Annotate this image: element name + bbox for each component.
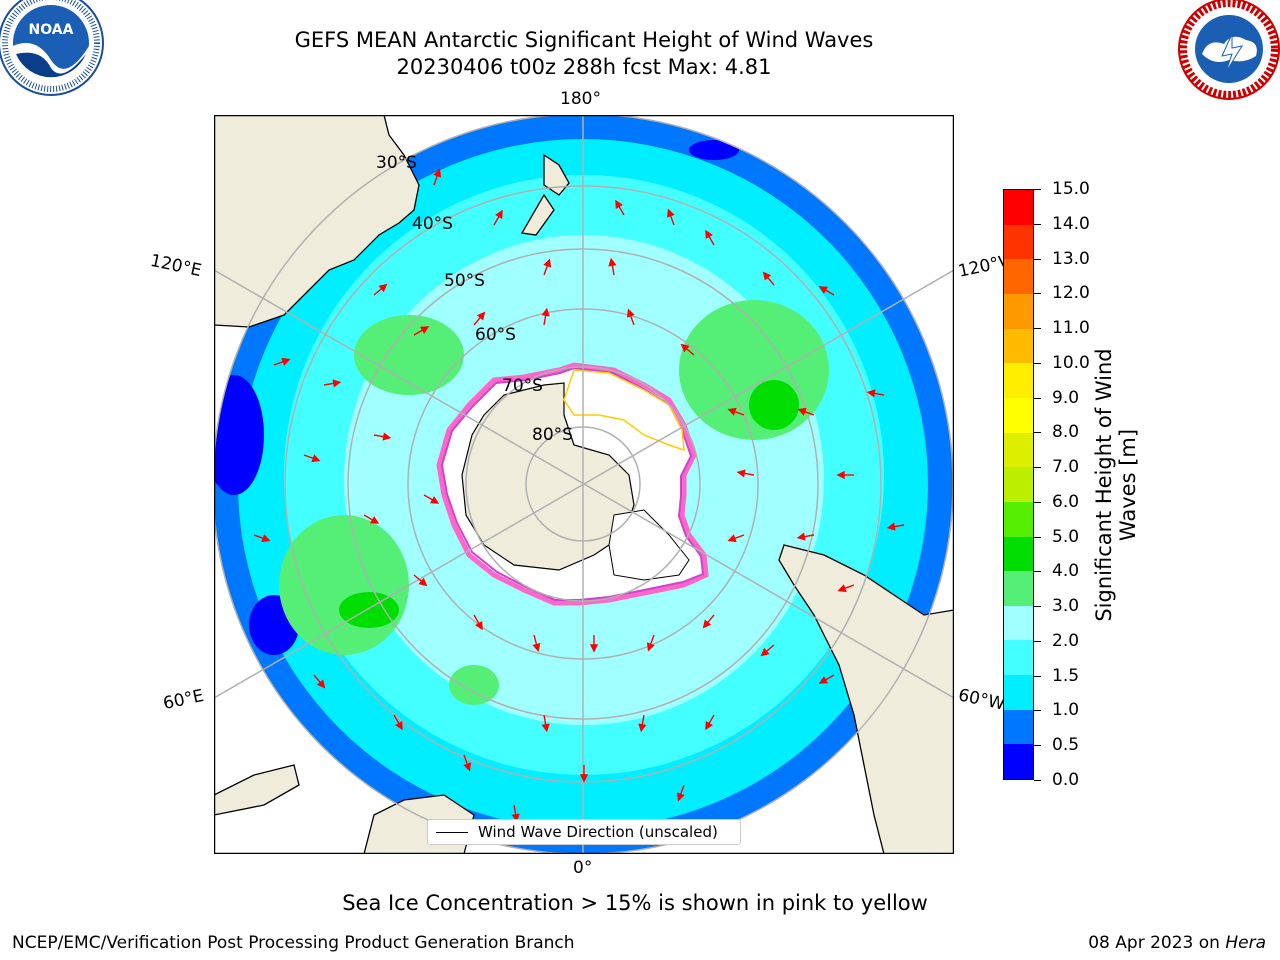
lat-label-50s: 50°S <box>444 271 485 291</box>
legend-line-icon <box>436 832 468 833</box>
colorbar-bin <box>1004 571 1033 606</box>
colorbar-bin <box>1004 605 1033 641</box>
colorbar-tick <box>1034 223 1041 225</box>
colorbar-tick-label: 9.0 <box>1052 387 1080 408</box>
colorbar-tick-label: 0.0 <box>1052 770 1080 790</box>
colorbar-tick-label: 1.5 <box>1052 665 1080 686</box>
colorbar-title: Significant Height of Wind Waves [m] <box>1092 348 1140 622</box>
colorbar-bin <box>1004 744 1033 779</box>
lat-label-60s: 60°S <box>475 325 516 345</box>
colorbar-tick <box>1034 189 1041 190</box>
colorbar-tick <box>1034 606 1041 608</box>
colorbar-tick <box>1034 501 1041 503</box>
lon-label-60e: 60°E <box>161 685 206 715</box>
colorbar-tick <box>1034 328 1041 330</box>
colorbar-tick-label: 10.0 <box>1052 352 1090 373</box>
colorbar-bin <box>1004 328 1033 364</box>
colorbar-tick-label: 7.0 <box>1052 457 1080 478</box>
lon-label-60w: 60°W <box>956 685 1007 715</box>
map-frame <box>214 115 954 854</box>
lat-label-70s: 70°S <box>502 376 543 396</box>
chart-subtitle: 20230406 t00z 288h fcst Max: 4.81 <box>396 55 772 79</box>
colorbar-tick-label: 2.0 <box>1052 630 1080 651</box>
colorbar-bin <box>1004 294 1033 329</box>
lat-label-40s: 40°S <box>412 214 453 234</box>
colorbar-tick <box>1034 536 1041 538</box>
colorbar-tick <box>1034 293 1041 295</box>
colorbar-bin <box>1004 259 1033 295</box>
lon-label-120e: 120°E <box>148 250 204 282</box>
footer-date-text: 08 Apr 2023 on <box>1088 933 1226 953</box>
caption: Sea Ice Concentration > 15% is shown in … <box>342 891 928 915</box>
colorbar-bin <box>1004 363 1033 398</box>
wave-direction-arrows <box>253 168 905 823</box>
colorbar-tick <box>1034 432 1041 434</box>
lat-label-30s: 30°S <box>376 153 417 173</box>
colorbar-bin <box>1004 432 1033 468</box>
colorbar-tick <box>1034 675 1041 677</box>
colorbar-bin <box>1004 536 1033 572</box>
colorbar-tick-label: 5.0 <box>1052 526 1080 547</box>
footer-date: 08 Apr 2023 on Hera <box>1088 933 1266 953</box>
colorbar-tick-label: 1.0 <box>1052 700 1080 721</box>
colorbar-bin <box>1004 501 1033 537</box>
colorbar-tick <box>1034 467 1041 469</box>
map-legend: Wind Wave Direction (unscaled) <box>427 819 741 845</box>
colorbar-tick-label: 0.5 <box>1052 735 1080 756</box>
colorbar-tick-label: 3.0 <box>1052 596 1080 617</box>
svg-text:NOAA: NOAA <box>29 22 74 38</box>
colorbar <box>1003 189 1034 780</box>
lat-label-80s: 80°S <box>532 425 573 445</box>
lon-label-180: 180° <box>560 89 601 109</box>
legend-label: Wind Wave Direction (unscaled) <box>478 823 718 841</box>
colorbar-bin <box>1004 224 1033 260</box>
colorbar-tick-label: 13.0 <box>1052 248 1090 269</box>
colorbar-bin <box>1004 640 1033 676</box>
colorbar-bin <box>1004 709 1033 745</box>
colorbar-bin <box>1004 467 1033 502</box>
colorbar-tick <box>1034 780 1041 781</box>
colorbar-tick <box>1034 571 1041 573</box>
colorbar-tick <box>1034 362 1041 364</box>
colorbar-bin <box>1004 190 1033 225</box>
lon-label-0: 0° <box>573 858 593 878</box>
colorbar-tick <box>1034 710 1041 712</box>
colorbar-tick-label: 12.0 <box>1052 283 1090 304</box>
colorbar-tick-label: 4.0 <box>1052 561 1080 582</box>
colorbar-tick <box>1034 397 1041 399</box>
colorbar-tick <box>1034 258 1041 260</box>
nws-logo <box>1178 0 1280 100</box>
colorbar-tick-label: 15.0 <box>1052 179 1090 199</box>
footer-credit: NCEP/EMC/Verification Post Processing Pr… <box>12 933 575 953</box>
polar-map: 180° 30°S 40°S 50°S 60°S 70°S 80°S <box>214 115 954 854</box>
colorbar-tick <box>1034 640 1041 642</box>
colorbar-tick <box>1034 745 1041 747</box>
colorbar-tick-label: 8.0 <box>1052 422 1080 443</box>
colorbar-bin <box>1004 397 1033 433</box>
colorbar-tick-label: 6.0 <box>1052 491 1080 512</box>
footer-machine: Hera <box>1225 933 1266 953</box>
colorbar-tick-label: 14.0 <box>1052 213 1090 234</box>
latitude-labels: 30°S 40°S 50°S 60°S 70°S 80°S <box>376 153 573 445</box>
noaa-logo: NOAA <box>0 0 104 96</box>
antarctica <box>436 362 709 606</box>
colorbar-bin <box>1004 675 1033 710</box>
colorbar-tick-label: 11.0 <box>1052 318 1090 339</box>
chart-title: GEFS MEAN Antarctic Significant Height o… <box>294 28 874 52</box>
